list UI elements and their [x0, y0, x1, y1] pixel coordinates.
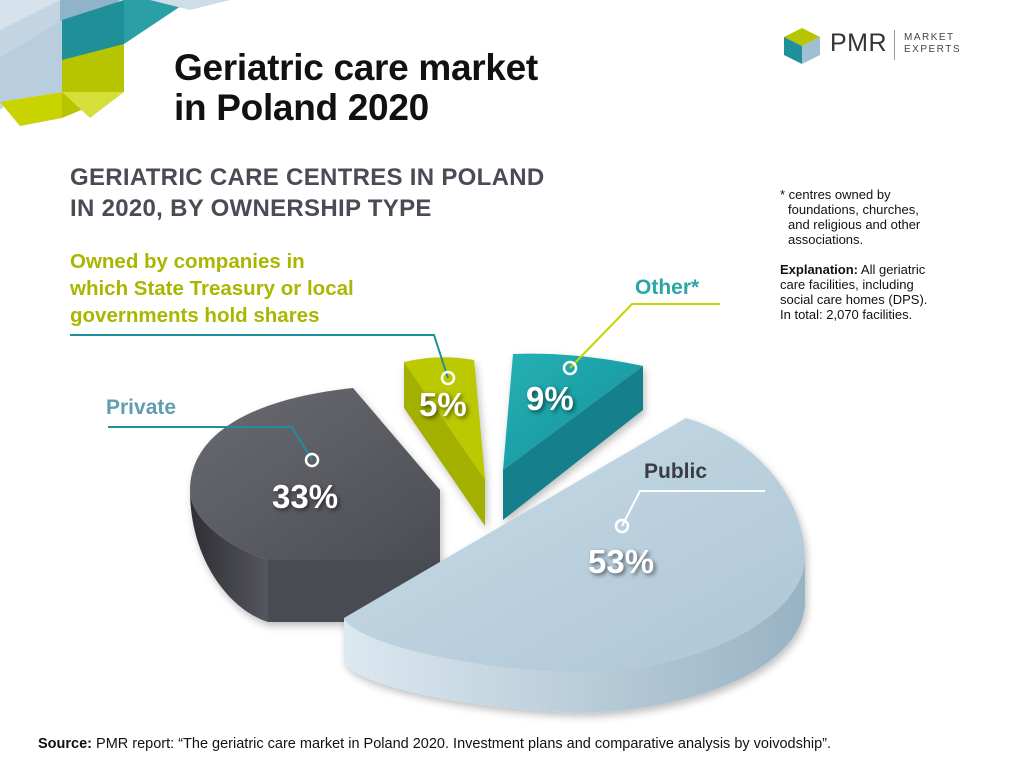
slice-private-side	[190, 490, 268, 622]
label-public: Public	[644, 460, 708, 483]
footnote: * centres owned by foundations, churches…	[780, 187, 980, 247]
title-line-2: in Poland 2020	[174, 87, 429, 128]
label-owned-line-3: governments hold shares	[70, 304, 320, 327]
page-title: Geriatric care market in Poland 2020	[174, 48, 538, 128]
title-line-1: Geriatric care market	[174, 47, 538, 88]
leader-other-dot	[562, 360, 578, 376]
slice-other-side	[503, 366, 643, 520]
leader-private	[108, 426, 313, 461]
logo-separator	[894, 30, 895, 60]
explanation-line-2: care facilities, including	[780, 277, 914, 292]
value-label-other: 9%	[526, 380, 574, 417]
leader-public	[621, 490, 765, 527]
label-owned: Owned by companies in which State Treasu…	[70, 248, 354, 329]
logo-tag-line-1: MARKET	[904, 32, 955, 43]
decorative-triangles	[0, 0, 230, 126]
logo-tagline: MARKET EXPERTS	[904, 32, 961, 56]
leader-owned-dot	[440, 370, 456, 386]
explanation-note: Explanation: All geriatric care faciliti…	[780, 262, 990, 322]
slice-private-top	[190, 388, 440, 560]
cube-logo-icon	[784, 28, 820, 64]
label-private: Private	[106, 396, 177, 419]
chart-subtitle: GERIATRIC CARE CENTRES IN POLAND IN 2020…	[70, 162, 545, 224]
slice-owned	[404, 357, 485, 526]
slice-public-top	[344, 418, 805, 673]
slice-public-side	[344, 560, 805, 713]
logo-tag-line-2: EXPERTS	[904, 44, 961, 55]
logo-name: PMR	[830, 29, 888, 57]
value-label-private: 33%	[272, 478, 339, 515]
label-other: Other*	[635, 276, 700, 299]
footnote-line-3: and religious and other	[788, 217, 921, 232]
leader-owned	[70, 334, 449, 379]
explanation-label: Explanation:	[780, 262, 859, 277]
explanation-line-4: In total: 2,070 facilities.	[780, 307, 913, 322]
explanation-line-3: social care homes (DPS).	[780, 292, 928, 307]
subtitle-line-2: IN 2020, BY OWNERSHIP TYPE	[70, 195, 432, 222]
slice-other	[503, 353, 643, 520]
leader-private-dot	[304, 452, 320, 468]
value-label-owned: 5%	[419, 386, 467, 423]
value-label-public: 53%	[588, 543, 655, 580]
explanation-line-1: All geriatric	[858, 262, 926, 277]
footnote-line-4: associations.	[788, 232, 864, 247]
slice-public	[344, 418, 805, 713]
label-owned-line-1: Owned by companies in	[70, 250, 305, 273]
source-note: Source: PMR report: “The geriatric care …	[38, 736, 831, 752]
slice-other-top	[503, 353, 643, 470]
slice-owned-top	[404, 357, 485, 480]
leader-other	[569, 303, 720, 369]
footnote-line-1: * centres owned by	[780, 187, 891, 202]
slice-owned-front	[404, 362, 485, 526]
label-owned-line-2: which State Treasury or local	[70, 277, 354, 300]
leader-public-dot	[614, 518, 630, 534]
footnote-line-2: foundations, churches,	[788, 202, 919, 217]
source-text: PMR report: “The geriatric care market i…	[92, 736, 832, 752]
source-label: Source:	[38, 736, 92, 752]
subtitle-line-1: GERIATRIC CARE CENTRES IN POLAND	[70, 164, 545, 191]
